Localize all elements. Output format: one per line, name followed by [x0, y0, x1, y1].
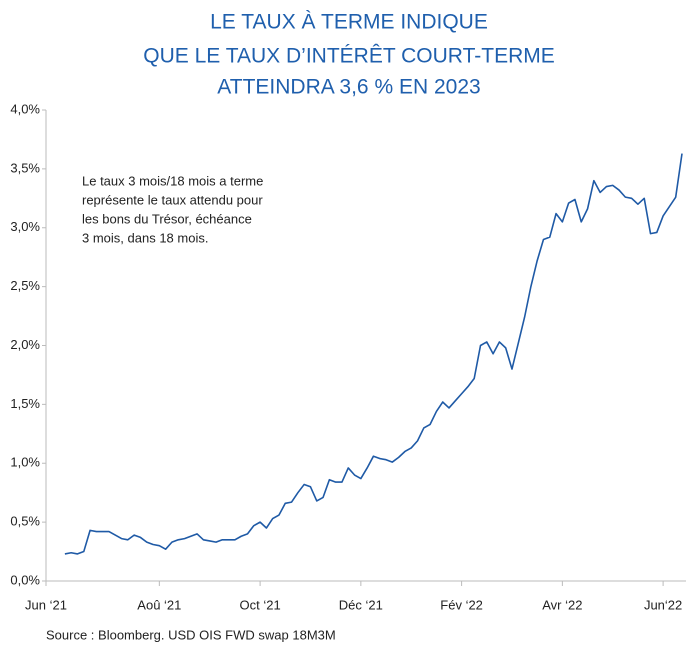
annotation: représente le taux attendu pour [82, 192, 263, 207]
x-tick-label: Aoû ‘21 [137, 597, 181, 612]
y-tick-label: 2,5% [10, 278, 40, 293]
y-tick-label: 2,0% [10, 337, 40, 352]
x-tick-label: Déc ‘21 [339, 597, 383, 612]
x-tick-label: Oct ‘21 [240, 597, 281, 612]
x-tick-label: Jun ‘21 [25, 597, 67, 612]
source: Source : Bloomberg. USD OIS FWD swap 18M… [46, 627, 336, 642]
line-series [64, 153, 683, 555]
y-tick-label: 3,0% [10, 219, 40, 234]
x-tick-label: Jun‘22 [644, 597, 682, 612]
y-tick-label: 4,0% [10, 101, 40, 116]
y-tick-label: 1,5% [10, 396, 40, 411]
annotation: les bons du Trésor, échéance [82, 211, 252, 226]
annotation: 3 mois, dans 18 mois. [82, 230, 208, 245]
chart-title: LE TAUX À TERME INDIQUE [210, 11, 488, 34]
x-tick-label: Fév ‘22 [440, 597, 483, 612]
x-tick-label: Avr ‘22 [542, 597, 582, 612]
y-tick-label: 0,0% [10, 572, 40, 587]
chart-title: ATTEINDRA 3,6 % EN 2023 [217, 76, 480, 99]
y-tick-label: 0,5% [10, 514, 40, 529]
y-tick-label: 1,0% [10, 455, 40, 470]
annotation: Le taux 3 mois/18 mois a terme [82, 173, 263, 188]
y-tick-label: 3,5% [10, 160, 40, 175]
chart-title: QUE LE TAUX D’INTÉRÊT COURT-TERME [143, 45, 555, 68]
